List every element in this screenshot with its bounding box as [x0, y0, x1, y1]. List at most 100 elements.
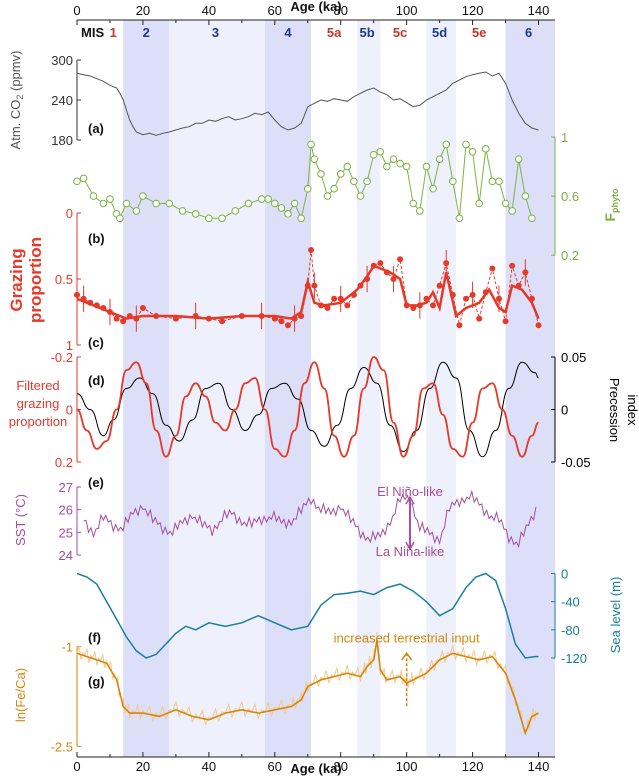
x-tick-label-top: 60 [268, 3, 282, 18]
fphyto-point [488, 177, 497, 186]
grazing-point [120, 318, 127, 325]
mis-label-6: 6 [525, 25, 532, 40]
sst-axis-tick-label: 25 [59, 525, 73, 540]
panel-e-sst: 24 25 26 27 SST (°C) (e) El Niño-like La Niña-l… [13, 475, 537, 563]
grazing-point [535, 322, 542, 329]
grazing-point [495, 295, 502, 302]
fphyto-point [343, 162, 352, 171]
fphyto-point [116, 214, 124, 223]
co2-line [76, 71, 539, 136]
fphyto-point [514, 155, 523, 163]
fphyto-point [383, 162, 391, 171]
fphyto-axis-tick-label: 0.2 [561, 248, 579, 263]
x-tick-label-bottom: 80 [333, 759, 347, 774]
fphyto-point [356, 192, 365, 200]
fphyto-point [402, 162, 411, 171]
precession-axis-tick-label: 0 [561, 403, 568, 418]
el-nino-annotation: El Niño-like [377, 484, 443, 499]
grazing-axis-tick-label: 0 [66, 206, 73, 221]
panel-label-f: (f) [88, 630, 101, 645]
grazing-smoothed-line [76, 264, 540, 320]
fphyto-point [122, 199, 131, 208]
x-tick-label-top: 0 [73, 3, 80, 18]
x-tick-label-top: 140 [528, 3, 550, 18]
grazing-axis-title-2: proportion [26, 237, 45, 323]
filtered-axis-tick-label: 0 [66, 403, 73, 418]
grazing-point [489, 265, 496, 272]
grazing-axis-tick-label: 1 [66, 338, 73, 353]
x-tick-label-bottom: 60 [268, 759, 282, 774]
enso-arrow-down-head [405, 541, 415, 551]
x-tick-label-top: 40 [202, 3, 216, 18]
mis-label-5c: 5c [393, 25, 407, 40]
grazing-point [476, 315, 483, 322]
terrestrial-input-annotation: increased terrestrial input [334, 631, 480, 646]
x-tick-label-bottom: 140 [528, 759, 550, 774]
fphyto-point [330, 184, 338, 193]
fphyto-point [495, 177, 503, 186]
x-tick-label-bottom: 100 [396, 759, 418, 774]
fphyto-point [165, 199, 174, 208]
fphyto-point [244, 199, 253, 208]
x-axis-title-top: Age (ka) [290, 0, 341, 14]
grazing-point [219, 318, 226, 325]
grazing-point [284, 322, 291, 329]
co2-axis-title: Atm. CO2 (ppmv) [8, 51, 25, 150]
fphyto-point [429, 184, 437, 193]
panel-label-g: (g) [88, 674, 105, 689]
feca-axis-tick-label: -2.5 [51, 739, 73, 754]
co2-axis-tick-label: 240 [51, 93, 73, 108]
fphyto-point [191, 210, 200, 218]
fphyto-point [396, 159, 404, 168]
fphyto-point [231, 207, 240, 215]
grazing-raw-line [76, 249, 539, 326]
fphyto-point [389, 155, 398, 163]
fphyto-point [277, 204, 286, 212]
fphyto-point [270, 199, 279, 208]
grazing-point [397, 256, 404, 263]
sst-axis-title: SST (°C) [13, 494, 28, 546]
mis-band-3 [169, 20, 265, 757]
la-nina-annotation: La Niña-like [376, 544, 445, 559]
fphyto-point [106, 195, 114, 203]
grazing-point [390, 276, 397, 282]
fphyto-point [481, 145, 490, 153]
sst-axis-tick-label: 27 [59, 480, 73, 495]
sealevel-axis-tick-label: -40 [561, 595, 580, 610]
fphyto-point [435, 155, 444, 163]
panel-fphyto: 0.2 0.6 1 Fphyto [73, 130, 620, 263]
mis-label-5e: 5e [472, 25, 486, 40]
grazing-point [311, 282, 318, 289]
fphyto-point [528, 214, 536, 223]
grazing-point [308, 246, 315, 253]
terrestrial-arrow-head [401, 652, 413, 661]
fphyto-point [139, 192, 147, 200]
plot-frame [77, 19, 555, 758]
fphyto-point [416, 207, 424, 215]
fphyto-point [79, 174, 88, 183]
mis-label-5b: 5b [360, 25, 375, 40]
precession-axis-tick-label: 0.05 [561, 350, 586, 365]
fphyto-point [290, 199, 299, 208]
fphyto-point [521, 192, 530, 200]
fphyto-point [475, 199, 483, 208]
grazing-point [430, 302, 437, 309]
fphyto-point [317, 170, 325, 178]
fphyto-point [257, 195, 266, 203]
panel-g-fe-ca: -2.5 -1 ln(Fe/Ca) (g) increased terrestrial … [13, 631, 539, 754]
fphyto-point [73, 177, 81, 186]
fphyto-point [336, 170, 345, 178]
panel-f-sealevel: -120 -80 -40 0 Sea level (m) (f) [76, 567, 623, 666]
fphyto-point [264, 195, 273, 203]
feca-axis-title: ln(Fe/Ca) [13, 668, 28, 722]
sst-line [83, 489, 537, 549]
fphyto-point [178, 207, 187, 215]
fphyto-point [501, 199, 510, 208]
grazing-point [344, 302, 351, 309]
fphyto-point [284, 210, 292, 218]
grazing-point [331, 295, 338, 302]
panel-label-c: (c) [88, 335, 104, 350]
precession-axis-title-1: Precession [607, 378, 622, 442]
grazing-axis-tick-label: 0.5 [55, 272, 73, 287]
fphyto-point [323, 192, 332, 200]
